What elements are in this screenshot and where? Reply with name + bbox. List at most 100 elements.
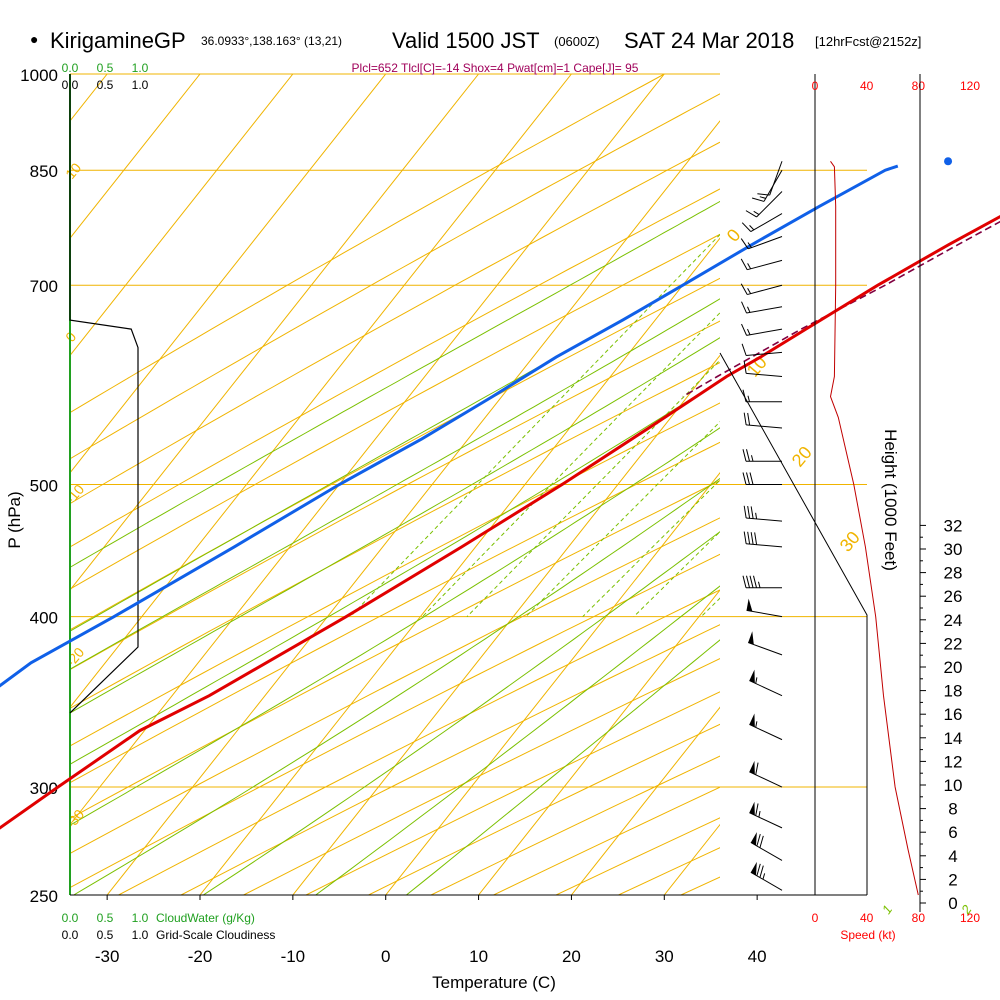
cloudiness-profile bbox=[69, 74, 139, 714]
wind-barb-feather bbox=[746, 472, 750, 485]
wind-barb-half-feather bbox=[755, 512, 758, 520]
isotherm-label: 20 bbox=[788, 442, 816, 470]
isotherm-line bbox=[106, 120, 720, 895]
dry-adiabat-line bbox=[753, 74, 1000, 919]
y-axis-label: P (hPa) bbox=[5, 491, 24, 548]
dry-adiabat-line bbox=[492, 786, 720, 895]
wind-barb bbox=[741, 343, 783, 356]
wind-barb-feather bbox=[740, 258, 748, 270]
wind-barb bbox=[741, 301, 783, 314]
height-tick-label: 32 bbox=[944, 516, 963, 535]
wind-speed-label: Speed (kt) bbox=[840, 928, 895, 942]
wind-barb bbox=[749, 669, 783, 697]
wind-barb-staff bbox=[756, 191, 783, 218]
height-axis-label: Height (1000 Feet) bbox=[881, 429, 900, 571]
wind-barb-flag bbox=[749, 760, 755, 775]
temperature-tick-label: 20 bbox=[562, 947, 581, 966]
wind-barb-feather bbox=[750, 506, 754, 519]
wind-barb-feather bbox=[742, 472, 747, 485]
height-tick-label: 26 bbox=[944, 587, 963, 606]
wind-barb-staff bbox=[746, 609, 783, 618]
dry-adiabat-line bbox=[70, 188, 720, 548]
wind-barb-feather bbox=[743, 412, 747, 425]
wind-barb-staff bbox=[748, 642, 783, 656]
wind-barb-feather bbox=[756, 833, 761, 847]
wind-barb-staff bbox=[746, 328, 783, 336]
dry-adiabat-line bbox=[70, 233, 720, 590]
dry-adiabat-line bbox=[70, 93, 720, 460]
wind-barb-staff bbox=[749, 680, 783, 697]
wind-speed-top-tick: 40 bbox=[860, 79, 874, 93]
height-tick-label: 2 bbox=[948, 870, 957, 889]
sounding bbox=[0, 157, 1000, 830]
dry-adiabat-line bbox=[70, 74, 665, 414]
wind-barb-half-feather bbox=[758, 581, 761, 588]
height-tick-label: 10 bbox=[944, 776, 963, 795]
height-tick-label: 12 bbox=[944, 752, 963, 771]
wind-barb-feather bbox=[746, 449, 750, 462]
wind-barb-feather bbox=[741, 301, 748, 314]
cloudwater-top-tick: 1.0 bbox=[132, 61, 149, 75]
pressure-tick-label: 850 bbox=[30, 162, 58, 181]
wind-speed-top-tick: 80 bbox=[912, 79, 926, 93]
temperature-tick-label: 0 bbox=[381, 947, 390, 966]
isotherm-line bbox=[70, 74, 572, 709]
dry-adiabat-line bbox=[180, 624, 720, 895]
wind-barb-feather bbox=[741, 323, 748, 336]
wind-barb-staff bbox=[746, 306, 783, 314]
wind-barb-half-feather bbox=[762, 873, 766, 880]
wind-barb bbox=[740, 283, 783, 296]
wind-barb-feather bbox=[750, 532, 754, 545]
dry-adiabat-line bbox=[70, 517, 720, 854]
dry-adiabat-line bbox=[70, 277, 720, 631]
wind-barb-feather bbox=[743, 505, 747, 519]
cloudiness-bottom-tick: 1.0 bbox=[132, 928, 149, 942]
wind-barb-staff bbox=[750, 842, 783, 861]
wind-barb-staff bbox=[750, 871, 783, 891]
temperature-curve bbox=[0, 214, 1000, 830]
forecast-label: [12hrFcst@2152z] bbox=[815, 34, 922, 49]
temperature-tick-label: 40 bbox=[748, 947, 767, 966]
mixing-ratio-lines bbox=[350, 233, 720, 618]
height-tick-label: 14 bbox=[944, 729, 963, 748]
wind-barb-feather bbox=[759, 835, 764, 848]
wind-barb-staff bbox=[749, 771, 783, 788]
wind-barb bbox=[748, 631, 783, 656]
wind-barb-staff bbox=[746, 543, 783, 548]
wind-barb-feather bbox=[754, 532, 758, 545]
wind-barb-flag bbox=[749, 713, 755, 727]
wind-barb-feather bbox=[759, 865, 764, 878]
wind-barb-flag bbox=[749, 801, 755, 816]
mixing-ratio-line bbox=[525, 421, 720, 618]
moist-adiabat-line bbox=[70, 427, 720, 826]
temperature-tick-label: -10 bbox=[281, 947, 306, 966]
cloudiness-top-tick: 0.5 bbox=[97, 78, 114, 92]
wind-barb-feather bbox=[741, 222, 752, 232]
cloudwater-bottom-tick: 1.0 bbox=[132, 911, 149, 925]
moist-adiabat-line bbox=[70, 200, 720, 568]
dry-adiabat-line bbox=[70, 480, 720, 820]
height-tick-label: 28 bbox=[944, 564, 963, 583]
wind-barb-staff bbox=[746, 351, 783, 356]
wind-barb-feather bbox=[740, 238, 749, 250]
wind-barb-half-feather bbox=[758, 810, 761, 818]
isotherm-line bbox=[70, 74, 479, 591]
isotherm-line bbox=[70, 74, 201, 240]
dry-adiabat-line bbox=[554, 817, 720, 895]
cloudwater-bottom-tick: 0.0 bbox=[62, 911, 79, 925]
wind-barb-staff bbox=[769, 161, 783, 196]
wind-barb-feather bbox=[747, 531, 751, 545]
wind-speed-bottom-tick: 0 bbox=[812, 911, 819, 925]
moist-adiabat-line bbox=[73, 477, 720, 895]
temperature-tick-label: 30 bbox=[655, 947, 674, 966]
isotherm-label: -30 bbox=[62, 806, 87, 832]
wind-barb bbox=[743, 505, 783, 522]
wind-barb-half-feather bbox=[747, 263, 752, 270]
mixing-ratio-label: 1 bbox=[879, 902, 895, 917]
cloudiness-bottom-tick: 0.0 bbox=[62, 928, 79, 942]
isotherm-line bbox=[70, 74, 387, 474]
wind-barbs bbox=[740, 161, 783, 891]
isotherm-label: -20 bbox=[62, 644, 87, 670]
